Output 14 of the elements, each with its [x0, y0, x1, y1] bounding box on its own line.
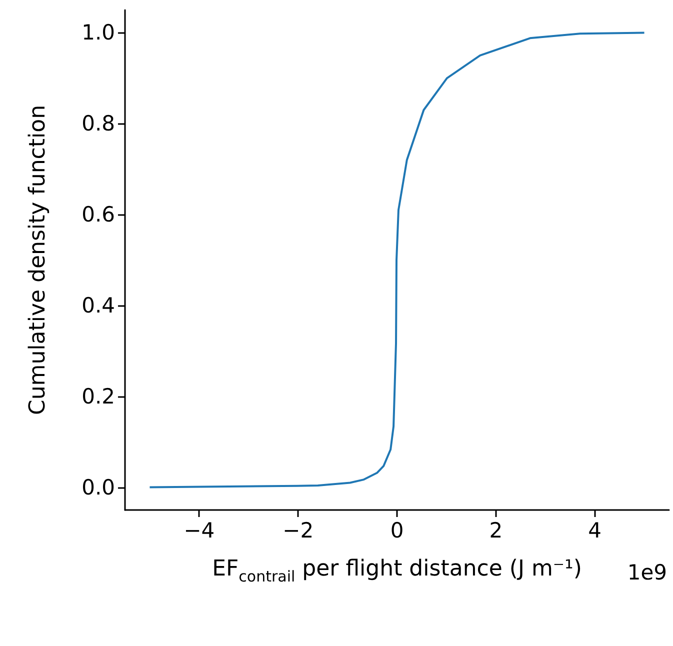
x-tick-label: −2: [282, 518, 314, 542]
x-tick-label: −4: [184, 518, 215, 542]
x-tick-label: 4: [588, 518, 602, 542]
y-tick-label: 1.0: [82, 20, 115, 45]
y-tick-label: 0.2: [82, 384, 115, 408]
x-tick-label: 0: [390, 518, 404, 542]
text: 1e9: [627, 560, 668, 584]
y-tick-label: 0.8: [82, 112, 115, 136]
x-tick-label: 2: [489, 518, 503, 542]
line-series: [148, 32, 646, 488]
y-tick-label: 0.0: [82, 475, 115, 500]
y-axis-title: Cumulative density function: [26, 104, 50, 416]
y-tick-label: 0.4: [82, 293, 115, 318]
y-tick-label: 0.6: [82, 202, 115, 227]
